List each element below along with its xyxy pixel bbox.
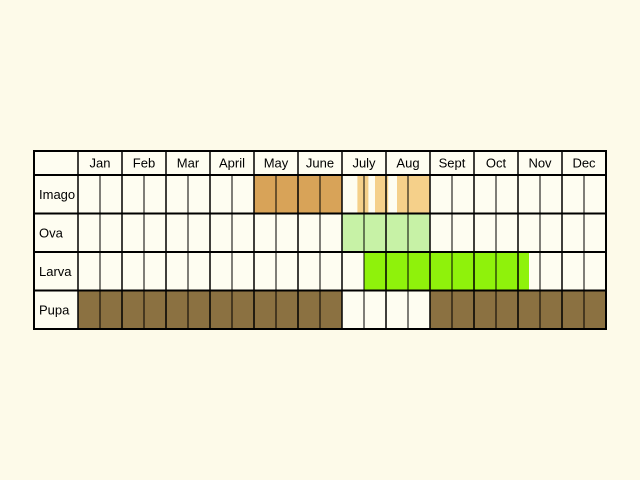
row-label: Pupa bbox=[39, 302, 70, 317]
grid-layer bbox=[33, 150, 607, 330]
month-label: Dec bbox=[572, 156, 596, 171]
month-label: Jan bbox=[90, 156, 111, 171]
segment-larva-0 bbox=[364, 252, 529, 291]
month-label: July bbox=[352, 156, 376, 171]
month-label: Sept bbox=[439, 156, 466, 171]
segment-imago-2 bbox=[375, 175, 389, 214]
month-label: Feb bbox=[133, 156, 155, 171]
segment-imago-1 bbox=[357, 175, 369, 214]
text-layer: Jan Feb Mar April May June July Aug Sept Oct Nov De… bbox=[39, 156, 596, 318]
row-label: Ova bbox=[39, 225, 64, 240]
segment-imago-3 bbox=[397, 175, 430, 214]
month-label: April bbox=[219, 156, 245, 171]
month-label: June bbox=[306, 156, 334, 171]
month-label: Nov bbox=[528, 156, 552, 171]
month-label: Oct bbox=[486, 156, 507, 171]
row-label: Imago bbox=[39, 187, 75, 202]
month-label: Aug bbox=[396, 156, 419, 171]
month-label: May bbox=[264, 156, 289, 171]
row-label: Larva bbox=[39, 264, 72, 279]
month-label: Mar bbox=[177, 156, 200, 171]
table-border bbox=[33, 150, 607, 330]
